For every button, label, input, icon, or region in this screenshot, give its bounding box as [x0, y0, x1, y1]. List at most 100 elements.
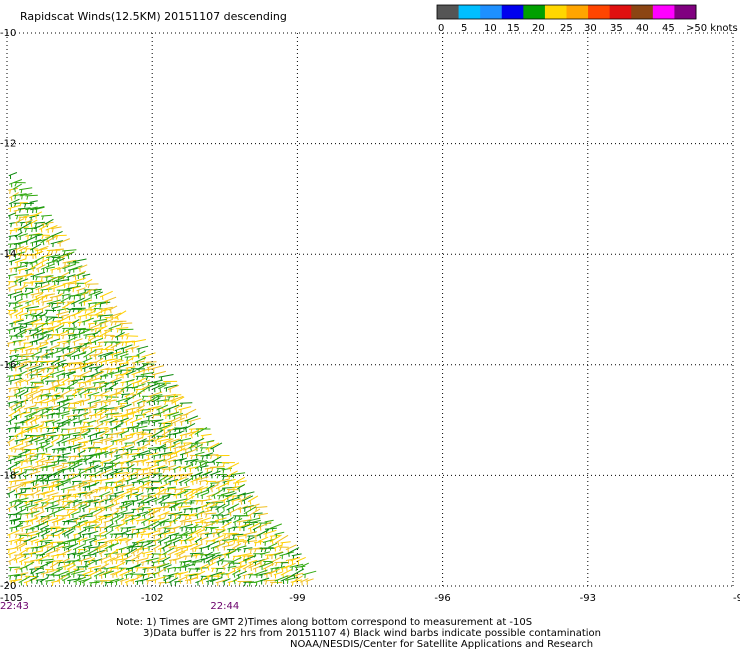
wind-barb-flag — [74, 261, 76, 266]
wind-barb-flag — [80, 393, 82, 398]
wind-barb-flag — [111, 519, 114, 524]
wind-barb-flag — [80, 302, 83, 307]
wind-barb-flag — [197, 467, 199, 472]
wind-barb-flag — [85, 494, 87, 499]
wind-barb — [30, 271, 46, 278]
wind-barb-flag — [64, 283, 66, 288]
x-tick-label: -96 — [434, 593, 450, 604]
wind-barb-flag — [20, 288, 23, 293]
wind-barb-flag — [201, 580, 204, 585]
wind-barb-flag — [15, 526, 18, 531]
wind-barb-flag — [196, 568, 199, 573]
wind-barb-flag — [73, 375, 77, 380]
wind-barb-flag — [62, 501, 65, 506]
wind-barb-flag — [243, 500, 246, 505]
wind-barb-flag — [147, 493, 150, 498]
wind-barb-flag — [30, 388, 33, 393]
wind-barb-flag — [142, 561, 144, 567]
wind-barb-flag — [10, 223, 12, 228]
wind-barb-flag — [136, 427, 139, 433]
wind-barb-flag — [10, 356, 12, 361]
wind-barb-flag — [141, 495, 145, 500]
wind-barb-flag — [78, 482, 81, 488]
wind-barb-flag — [35, 276, 38, 281]
wind-barb-flag — [223, 533, 226, 538]
wind-barb-flag — [135, 389, 138, 394]
wind-barb — [158, 581, 170, 584]
wind-barb-flag — [109, 400, 111, 405]
wind-barb-flag — [68, 514, 71, 519]
wind-barb-flag — [47, 334, 50, 339]
time-label: 22:43 — [0, 601, 29, 612]
wind-barb-flag — [64, 533, 66, 538]
wind-barb-flag — [115, 573, 118, 578]
wind-barb-flag — [38, 520, 40, 525]
wind-barb-flag — [23, 342, 26, 348]
wind-barb-flag — [199, 481, 202, 486]
wind-barb-flag — [104, 487, 107, 492]
wind-barb-flag — [222, 469, 225, 474]
wind-barb-flag — [52, 317, 55, 322]
wind-barb-flag — [34, 383, 37, 388]
wind-barb-flag — [94, 414, 97, 419]
wind-barb-flag — [143, 521, 145, 526]
wind-barb-flag — [112, 440, 114, 445]
wind-barb-flag — [25, 469, 28, 474]
wind-barb-flag — [269, 546, 272, 551]
wind-barb-flag — [58, 310, 60, 315]
wind-barb-flag — [153, 473, 156, 479]
wind-barb-flag — [116, 566, 119, 571]
wind-barb-flag — [8, 396, 11, 401]
wind-barb-flag — [18, 217, 21, 222]
wind-barb-flag — [55, 527, 58, 533]
wind-barb-flag — [41, 362, 43, 367]
wind-barb-flag — [174, 534, 178, 539]
wind-barb-flag — [213, 460, 215, 465]
wind-barb-flag — [93, 496, 96, 501]
wind-barb-flag — [68, 580, 71, 585]
wind-barb-flag — [190, 434, 193, 439]
wind-barb-flag — [72, 329, 75, 334]
wind-barb-flag — [88, 527, 91, 532]
wind-barb-flag — [136, 581, 139, 586]
wind-barb-flag — [82, 534, 85, 539]
wind-barb-flag — [99, 487, 101, 492]
wind-barb-flag — [41, 235, 44, 240]
wind-barb-flag — [95, 387, 98, 392]
wind-barb-flag — [122, 513, 124, 518]
wind-barb-flag — [213, 494, 216, 500]
wind-barb-flag — [63, 250, 66, 255]
wind-barb-flag — [57, 449, 60, 454]
wind-barb-flag — [40, 228, 43, 233]
wind-barb-flag — [142, 446, 144, 451]
wind-barb-flag — [163, 521, 165, 526]
wind-barb-flag — [163, 429, 165, 434]
wind-barb — [77, 361, 92, 370]
wind-barb-flag — [57, 456, 60, 461]
wind-barb-flag — [185, 494, 188, 499]
wind-barb-flag — [34, 420, 37, 425]
wind-barb-flag — [10, 580, 13, 585]
wind-barb-flag — [94, 473, 97, 479]
wind-barb — [194, 426, 208, 435]
wind-barb-flag — [110, 387, 113, 392]
wind-barb-flag — [105, 482, 108, 487]
wind-barb — [30, 206, 45, 211]
wind-barb-flag — [151, 407, 155, 412]
wind-barb-flag — [147, 462, 150, 467]
wind-barb-flag — [137, 354, 140, 359]
wind-barb-flag — [111, 488, 114, 493]
wind-barb — [131, 383, 146, 389]
colorbar-swatch — [523, 5, 546, 19]
wind-barb-flag — [99, 414, 102, 419]
wind-barb-flag — [164, 489, 167, 494]
wind-barb-flag — [15, 228, 18, 233]
wind-barb-flag — [183, 521, 186, 526]
wind-barb-flag — [207, 575, 210, 581]
wind-barb-flag — [234, 482, 237, 487]
wind-barb-flag — [51, 542, 54, 547]
wind-barb-flag — [68, 568, 70, 573]
wind-barb-flag — [78, 574, 81, 579]
wind-barb-flag — [200, 554, 203, 559]
wind-barb-flag — [129, 494, 133, 499]
